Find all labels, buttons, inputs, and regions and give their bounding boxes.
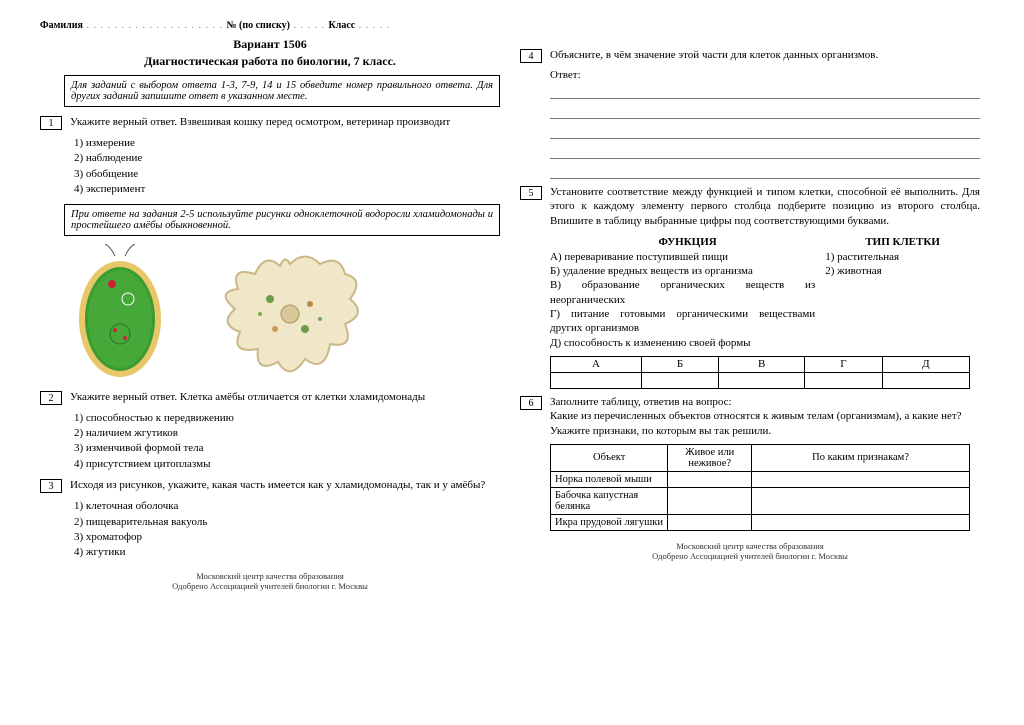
q1-opt2: 2) наблюдение bbox=[74, 151, 500, 166]
qnum-3: 3 bbox=[40, 479, 62, 493]
q1-opt4: 4) эксперимент bbox=[74, 182, 500, 197]
row3-obj: Икра прудовой лягушки bbox=[551, 514, 668, 530]
answer-lines[interactable] bbox=[550, 85, 980, 179]
func-b: Б) удаление вредных веществ из организма bbox=[550, 264, 825, 278]
q3-opt2: 2) пищеварительная вакуоль bbox=[74, 515, 500, 530]
q2-opt3: 3) изменчивой формой тела bbox=[74, 441, 500, 456]
mh-a: А bbox=[551, 356, 642, 372]
footer-left: Московский центр качества образования Од… bbox=[40, 571, 500, 591]
question-3: 3 Исходя из рисунков, укажите, какая час… bbox=[40, 478, 500, 493]
q4-text: Объясните, в чём значение этой части для… bbox=[550, 48, 980, 63]
object-table[interactable]: Объект Живое или неживое? По каким призн… bbox=[550, 444, 970, 531]
q3-opt3: 3) хроматофор bbox=[74, 530, 500, 545]
row2-obj: Бабочка капустная белянка bbox=[551, 487, 668, 514]
qnum-6: 6 bbox=[520, 396, 542, 410]
worksheet-title: Диагностическая работа по биологии, 7 кл… bbox=[40, 54, 500, 69]
question-4: 4 Объясните, в чём значение этой части д… bbox=[520, 48, 980, 63]
func-a: А) переваривание поступившей пищи bbox=[550, 250, 825, 264]
q2-opt2: 2) наличием жгутиков bbox=[74, 426, 500, 441]
question-2: 2 Укажите верный ответ. Клетка амёбы отл… bbox=[40, 390, 500, 405]
student-header: Фамилия . . . . . . . . . . . . . . . . … bbox=[40, 20, 500, 31]
func-d: Д) способность к изменению своей формы bbox=[550, 336, 825, 350]
qnum-2: 2 bbox=[40, 391, 62, 405]
q3-opt4: 4) жгутики bbox=[74, 545, 500, 560]
instruction-box-1: Для заданий с выбором ответа 1-3, 7-9, 1… bbox=[64, 75, 500, 107]
mh-b: Б bbox=[641, 356, 718, 372]
question-5: 5 Установите соответствие между функцией… bbox=[520, 185, 980, 228]
q3-options: 1) клеточная оболочка 2) пищеварительная… bbox=[74, 499, 500, 561]
organism-images bbox=[70, 244, 500, 384]
qnum-4: 4 bbox=[520, 49, 542, 63]
q5-text: Установите соответствие между функцией и… bbox=[550, 185, 980, 228]
type-title: ТИП КЛЕТКИ bbox=[825, 236, 980, 248]
func-g: Г) питание готовыми органическими вещест… bbox=[550, 307, 825, 336]
page-left: Фамилия . . . . . . . . . . . . . . . . … bbox=[40, 20, 500, 591]
mh-v: В bbox=[719, 356, 805, 372]
qnum-5: 5 bbox=[520, 186, 542, 200]
col-object: Объект bbox=[551, 444, 668, 471]
q2-options: 1) способностью к передвижению 2) наличи… bbox=[74, 411, 500, 473]
type-2: 2) животная bbox=[825, 264, 980, 278]
q3-opt1: 1) клеточная оболочка bbox=[74, 499, 500, 514]
class-label: Класс bbox=[328, 20, 355, 31]
match-columns: ФУНКЦИЯ А) переваривание поступившей пищ… bbox=[550, 234, 980, 350]
num-label: № (по списку) bbox=[226, 20, 290, 31]
footer-line2: Одобрено Ассоциацией учителей биологии г… bbox=[40, 581, 500, 591]
q6-text: Заполните таблицу, ответив на вопрос: Ка… bbox=[550, 395, 980, 438]
page-right: 4 Объясните, в чём значение этой части д… bbox=[520, 20, 980, 591]
q1-opt3: 3) обобщение bbox=[74, 167, 500, 182]
surname-label: Фамилия bbox=[40, 20, 83, 31]
col-signs: По каким признакам? bbox=[752, 444, 970, 471]
q2-opt1: 1) способностью к передвижению bbox=[74, 411, 500, 426]
question-6: 6 Заполните таблицу, ответив на вопрос: … bbox=[520, 395, 980, 438]
footer-right: Московский центр качества образования Од… bbox=[520, 541, 980, 561]
variant: Вариант 1506 bbox=[40, 37, 500, 52]
amoeba-figure bbox=[210, 244, 370, 384]
func-title: ФУНКЦИЯ bbox=[550, 236, 825, 248]
q3-text: Исходя из рисунков, укажите, какая часть… bbox=[70, 478, 500, 493]
q1-options: 1) измерение 2) наблюдение 3) обобщение … bbox=[74, 136, 500, 198]
question-1: 1 Укажите верный ответ. Взвешивая кошку … bbox=[40, 115, 500, 130]
func-v: В) образование органических веществ из н… bbox=[550, 278, 825, 307]
row1-obj: Норка полевой мыши bbox=[551, 471, 668, 487]
mh-g: Г bbox=[805, 356, 883, 372]
answer-label: Ответ: bbox=[550, 69, 980, 81]
instruction-box-2: При ответе на задания 2-5 используйте ри… bbox=[64, 204, 500, 236]
footer-line1: Московский центр качества образования bbox=[40, 571, 500, 581]
q1-text: Укажите верный ответ. Взвешивая кошку пе… bbox=[70, 115, 500, 130]
mh-d: Д bbox=[882, 356, 969, 372]
q1-opt1: 1) измерение bbox=[74, 136, 500, 151]
q2-text: Укажите верный ответ. Клетка амёбы отлич… bbox=[70, 390, 500, 405]
qnum-1: 1 bbox=[40, 116, 62, 130]
chlamydomonas-figure bbox=[70, 244, 190, 384]
type-1: 1) растительная bbox=[825, 250, 980, 264]
col-alive: Живое или неживое? bbox=[668, 444, 752, 471]
match-answer-table[interactable]: А Б В Г Д bbox=[550, 356, 970, 389]
q2-opt4: 4) присутствием цитоплазмы bbox=[74, 457, 500, 472]
